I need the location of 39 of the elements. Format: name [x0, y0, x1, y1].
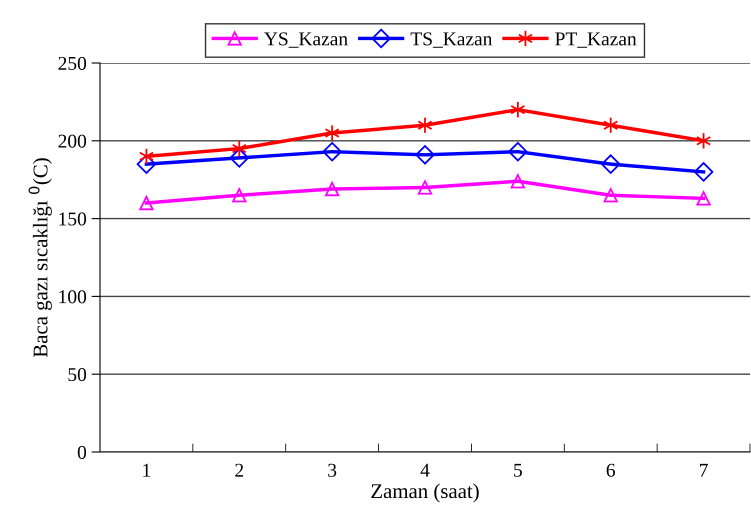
x-tick-label: 7 [700, 464, 708, 477]
x-tick-label: 3 [328, 464, 336, 477]
point [418, 180, 432, 195]
point [600, 154, 620, 174]
legend-label: TS_Kazan [410, 32, 492, 48]
point [603, 116, 618, 134]
point [324, 182, 340, 196]
point [324, 124, 340, 142]
point [232, 140, 247, 158]
y-tick-label: 250 [58, 56, 86, 70]
x-axis-title: Zaman (saat) [371, 484, 479, 502]
y-axis-title: Baca gazı sıcaklığı $^{0}$(C) [28, 158, 52, 358]
point [322, 142, 342, 162]
legend-label: YS_Kazan [264, 32, 348, 48]
point [696, 191, 711, 206]
y-tick-label: 50 [68, 368, 86, 382]
point [138, 148, 154, 165]
x-tick-label: 5 [514, 464, 522, 477]
point [510, 101, 526, 118]
point [230, 148, 250, 168]
point [604, 188, 618, 202]
point [415, 145, 435, 165]
point [232, 188, 246, 202]
point [508, 142, 528, 162]
x-tick-label: 2 [235, 464, 244, 477]
y-tick-label: 200 [58, 134, 86, 148]
point [136, 154, 156, 174]
x-tick-label: 1 [143, 464, 150, 477]
point [696, 132, 712, 150]
y-tick-label: 150 [59, 212, 86, 226]
point [417, 116, 433, 134]
x-tick-label: 4 [420, 464, 430, 477]
point [694, 162, 714, 182]
point [139, 196, 154, 210]
point [510, 174, 526, 188]
y-tick-label: 100 [59, 290, 86, 304]
x-tick-label: 6 [606, 464, 615, 477]
legend-label: PT_Kazan [555, 32, 636, 48]
y-tick-label: 0 [78, 446, 86, 459]
